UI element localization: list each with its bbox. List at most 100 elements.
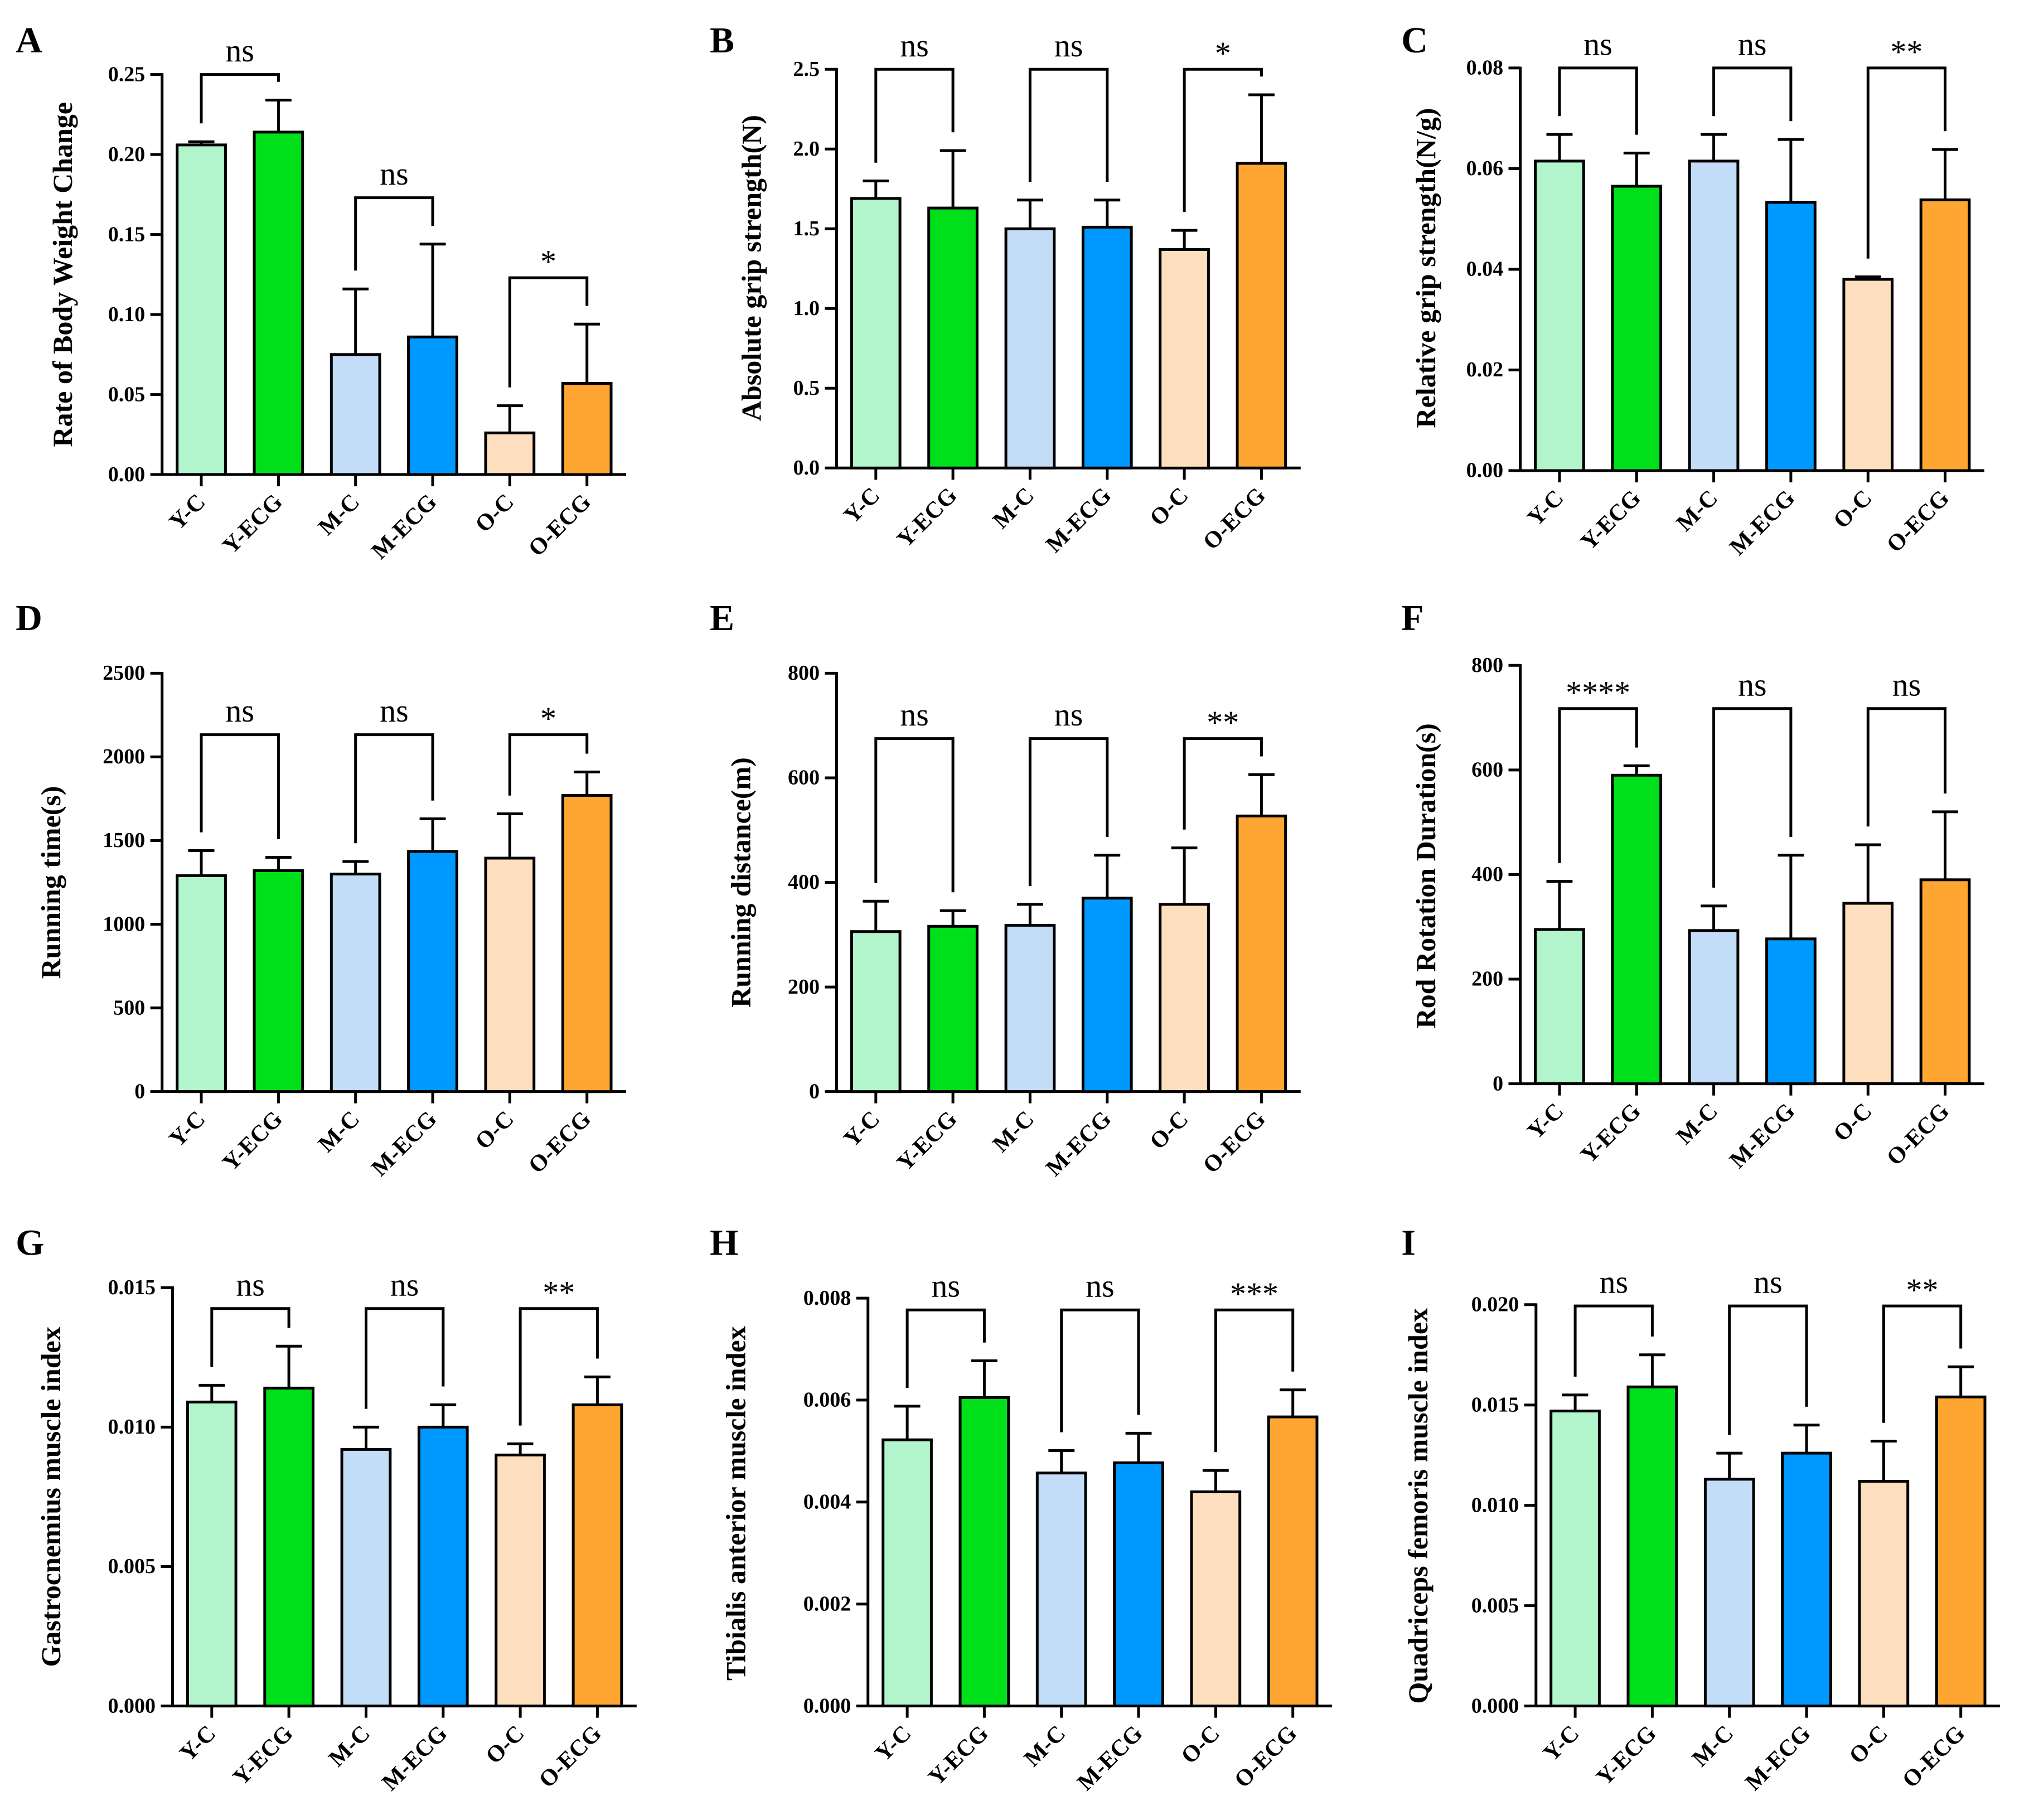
x-tick-label: Y-C (1523, 485, 1569, 531)
significance-bracket (1866, 66, 1947, 259)
significance-bracket (1558, 707, 1638, 863)
y-tick-label: 800 (788, 661, 820, 685)
x-tick-label: M-ECG (1041, 1106, 1116, 1182)
x-tick-label: O-C (481, 1721, 530, 1769)
y-tick-label: 0.020 (1471, 1293, 1519, 1316)
x-tick-label: O-C (1145, 1106, 1194, 1155)
x-tick-label: Y-C (839, 482, 885, 529)
y-tick-label: 0.006 (803, 1388, 851, 1412)
x-tick-label: Y-ECG (1591, 1721, 1662, 1791)
significance-label: ns (1600, 1264, 1629, 1300)
x-tick-label: Y-ECG (892, 1106, 962, 1177)
y-tick-label: 0.00 (1466, 459, 1504, 482)
bar-m-c (1688, 159, 1740, 472)
y-axis-title: Quadriceps femoris muscle index (1402, 1308, 1434, 1704)
panel-a: A Rate of Body Weight Change 0.00 0.05 0.10 0… (16, 20, 626, 564)
x-tick-label: Y-C (1538, 1721, 1585, 1767)
x-tick-label: O-ECG (1882, 1098, 1954, 1171)
y-tick-label: 0.00 (108, 463, 146, 486)
bar-m-c (330, 873, 381, 1093)
significance-label: ns (900, 696, 929, 733)
significance-label: ns (931, 1268, 960, 1304)
y-tick-label: 0.25 (108, 62, 146, 86)
x-tick-label: M-C (988, 482, 1039, 534)
x-tick-label: Y-ECG (1576, 485, 1646, 555)
significance-label: ns (1738, 26, 1767, 62)
y-tick-label: 1.0 (793, 297, 820, 320)
significance-bracket (1866, 707, 1947, 827)
significance-bracket (354, 196, 434, 271)
significance-label: **** (1566, 674, 1630, 710)
bar-o-ecg (1919, 878, 1971, 1086)
y-tick-label: 0.02 (1466, 358, 1504, 381)
y-tick-label: 0.010 (108, 1415, 156, 1439)
bar-m-ecg (417, 1425, 469, 1708)
x-tick-label: M-ECG (1741, 1721, 1816, 1796)
x-tick-label: M-ECG (377, 1721, 452, 1796)
panel-letter: D (16, 598, 42, 638)
x-tick-label: M-C (1687, 1721, 1738, 1772)
bar-y-c (882, 1438, 933, 1707)
panel-g: G Gastrocnemius muscle index 0.000 0.005 0.0… (16, 1223, 637, 1796)
significance-label: ns (900, 27, 929, 64)
x-tick-label: O-ECG (1882, 485, 1954, 558)
y-tick-label: 400 (1471, 863, 1503, 886)
bar-m-c (1004, 923, 1056, 1093)
significance-label: *** (1230, 1276, 1278, 1312)
y-tick-label: 0.002 (803, 1592, 851, 1615)
significance-bracket (874, 737, 955, 893)
bar-y-ecg (253, 130, 304, 476)
x-tick-label: O-ECG (524, 489, 596, 562)
x-tick-label: M-ECG (1725, 485, 1800, 560)
panel-letter: F (1401, 598, 1423, 638)
panel-letter: E (710, 598, 734, 638)
significance-bracket (365, 1307, 445, 1409)
y-tick-label: 0.015 (108, 1276, 156, 1299)
y-tick-label: 500 (113, 996, 145, 1019)
significance-bracket (508, 733, 589, 796)
significance-bracket (1028, 737, 1109, 887)
y-axis-title: Gastrocnemius muscle index (35, 1327, 66, 1667)
x-tick-label: Y-ECG (228, 1721, 298, 1791)
significance-label: ns (236, 1266, 265, 1303)
bar-y-ecg (263, 1386, 314, 1708)
bar-m-c (1004, 227, 1056, 469)
bar-m-c (1703, 1478, 1755, 1708)
significance-bracket (1712, 66, 1793, 122)
bar-m-ecg (1081, 225, 1133, 469)
significance-bracket (1060, 1308, 1140, 1432)
bar-y-c (850, 930, 902, 1093)
significance-label: * (1215, 35, 1231, 71)
y-axis-title: Relative grip strength(N/g) (1410, 108, 1441, 428)
y-tick-label: 0.20 (108, 143, 146, 166)
significance-label: * (540, 244, 556, 280)
bar-m-ecg (1765, 201, 1817, 472)
bar-y-c (1549, 1410, 1601, 1707)
significance-label: ns (225, 693, 254, 729)
significance-label: ns (1054, 696, 1083, 733)
y-tick-label: 0.010 (1471, 1493, 1519, 1517)
bar-o-ecg (561, 382, 613, 476)
panel-letter: A (16, 20, 42, 61)
bar-o-ecg (1236, 162, 1287, 469)
panel-letter: B (710, 20, 734, 61)
significance-bracket (210, 1307, 290, 1367)
bar-y-c (850, 197, 902, 469)
y-tick-label: 0 (809, 1080, 820, 1103)
significance-bracket (1028, 67, 1109, 182)
y-axis-title: Rod Rotation Duration(s) (1410, 723, 1441, 1028)
bar-m-ecg (1081, 897, 1133, 1093)
y-axis-title: Rate of Body Weight Change (47, 102, 78, 447)
x-tick-label: M-C (988, 1106, 1039, 1158)
x-tick-label: Y-C (164, 1106, 211, 1153)
significance-bracket (200, 733, 280, 839)
bar-o-c (1190, 1490, 1242, 1707)
x-tick-label: O-ECG (1229, 1721, 1302, 1793)
y-tick-label: 0.008 (803, 1286, 851, 1310)
significance-bracket (508, 276, 589, 388)
panel-e: E Running distance(m) 0 200 400 600 800 Y-C Y-EC… (710, 598, 1301, 1182)
significance-bracket (905, 1308, 986, 1388)
significance-bracket (1214, 1308, 1295, 1453)
significance-label: ** (1890, 34, 1922, 70)
